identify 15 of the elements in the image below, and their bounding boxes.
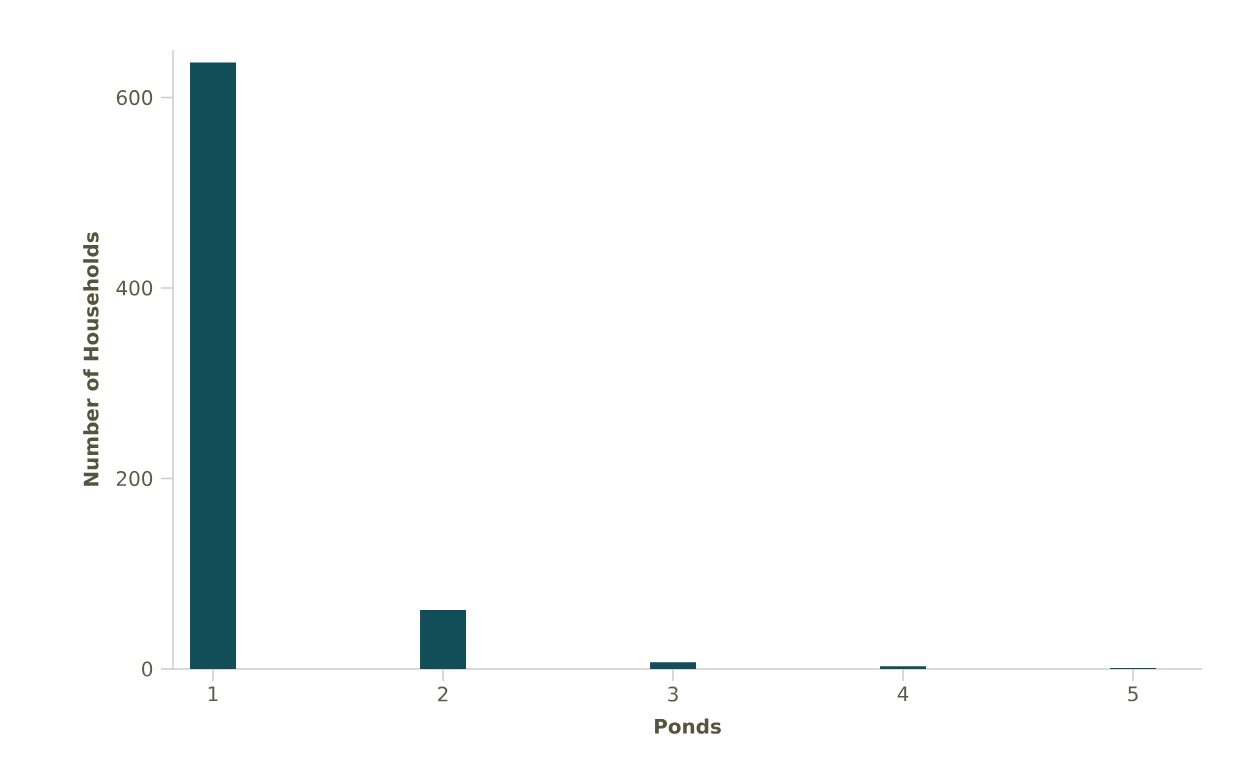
bar xyxy=(880,666,927,669)
bar xyxy=(650,662,697,669)
x-tick-label: 1 xyxy=(208,686,218,702)
y-tick-label: 400 xyxy=(116,280,153,296)
y-tick-label: 200 xyxy=(116,471,153,487)
x-tick-label: 5 xyxy=(1128,686,1138,702)
bar xyxy=(190,62,237,669)
x-tick-label: 4 xyxy=(897,686,909,702)
y-tick-label: 0 xyxy=(142,661,153,677)
x-axis-title: Ponds xyxy=(655,718,721,734)
x-tick-label: 2 xyxy=(438,686,448,702)
x-tick-label: 3 xyxy=(668,686,678,702)
y-axis-title: Number of Households xyxy=(83,232,99,486)
bar xyxy=(420,609,467,669)
y-tick-label: 600 xyxy=(116,90,153,106)
